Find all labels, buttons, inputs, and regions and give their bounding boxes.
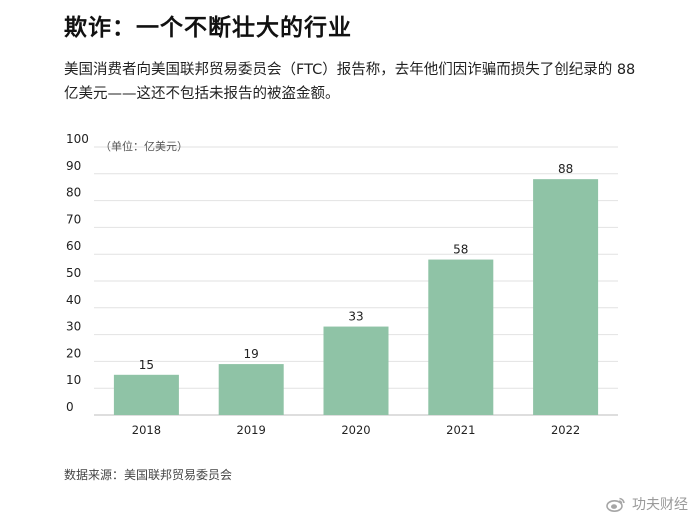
bars [113,179,599,415]
y-tick-label: 70 [66,212,81,226]
value-label-2022: 88 [558,162,573,176]
y-tick-label: 40 [66,293,81,307]
source-note: 数据来源：美国联邦贸易委员会 [64,468,233,482]
value-label-2018: 15 [139,358,154,372]
category-labels: 2018 2019 2020 2021 2022 [132,423,580,437]
y-tick-label: 100 [66,132,89,146]
y-tick-label: 90 [66,159,81,173]
category-label-2022: 2022 [551,423,580,437]
bar-2022 [533,179,599,415]
value-label-2021: 58 [453,243,468,257]
watermark: 功夫财经 [606,494,688,514]
y-tick-labels: 0 10 20 30 40 50 60 70 80 90 100 [66,132,89,414]
value-label-2020: 33 [348,310,363,324]
bar-2019 [218,364,284,415]
y-tick-label: 80 [66,186,81,200]
watermark-text: 功夫财经 [632,497,688,513]
value-label-2019: 19 [244,347,259,361]
unit-label: （单位：亿美元） [100,139,188,153]
y-tick-label: 50 [66,266,81,280]
category-label-2018: 2018 [132,423,161,437]
page-title: 欺诈：一个不断壮大的行业 [64,15,352,41]
y-tick-label: 0 [66,400,74,414]
bar-2020 [323,326,389,415]
y-tick-label: 20 [66,346,81,360]
category-label-2020: 2020 [341,423,370,437]
y-tick-label: 30 [66,320,81,334]
y-tick-label: 10 [66,373,81,387]
weibo-icon [606,497,625,512]
bar-2021 [428,259,494,415]
category-label-2021: 2021 [446,423,475,437]
page-subtitle: 美国消费者向美国联邦贸易委员会（FTC）报告称，去年他们因诈骗而损失了创纪录的 … [64,62,636,102]
bar-2018 [113,374,179,415]
y-tick-label: 60 [66,239,81,253]
value-labels: 15 19 33 58 88 [139,162,573,372]
category-label-2019: 2019 [237,423,266,437]
